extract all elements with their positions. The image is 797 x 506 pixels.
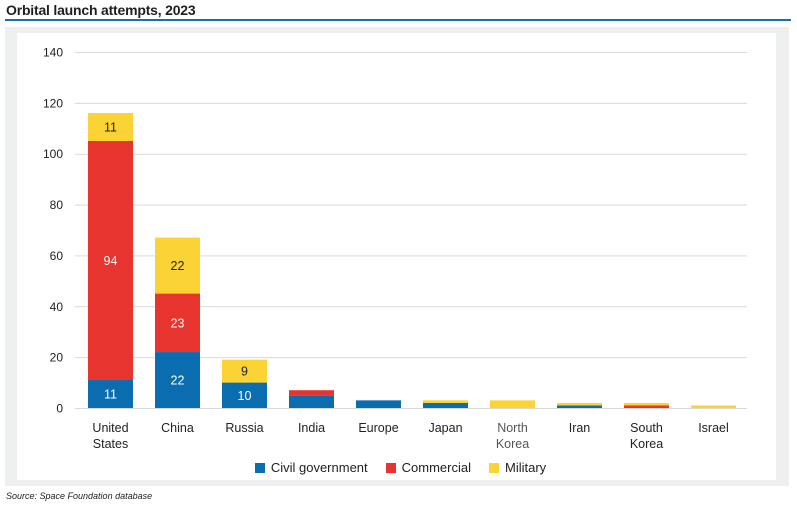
y-tick-label: 80 — [50, 198, 64, 212]
bar-segment — [155, 352, 200, 408]
legend: Civil government Commercial Military — [0, 460, 797, 475]
y-tick-label: 40 — [50, 300, 64, 314]
bar-segment — [222, 382, 267, 408]
bar-segment — [88, 380, 133, 408]
bar-segment — [155, 237, 200, 294]
legend-item-commercial: Commercial — [385, 460, 471, 475]
legend-swatch-civil — [254, 462, 265, 473]
bar-segment — [423, 402, 468, 408]
bar-segment — [624, 405, 669, 408]
x-tick-label: Israel — [698, 421, 729, 435]
x-tick-label: North — [497, 421, 528, 435]
bar-segment — [557, 402, 602, 406]
bar-segment — [691, 405, 736, 408]
y-tick-label: 140 — [43, 46, 63, 60]
bars — [88, 113, 736, 408]
legend-item-military: Military — [489, 460, 546, 475]
data-label: 9 — [241, 365, 248, 379]
legend-swatch-commercial — [385, 462, 396, 473]
legend-label: Military — [505, 460, 547, 475]
bar-segment — [88, 113, 133, 141]
legend-label: Commercial — [401, 460, 471, 475]
bar-segment — [289, 395, 334, 408]
data-label: 94 — [104, 254, 118, 268]
y-tick-label: 60 — [50, 249, 64, 263]
source-note: Source: Space Foundation database — [6, 491, 153, 501]
title-rule — [5, 19, 791, 21]
x-tick-label: Japan — [428, 421, 462, 435]
data-label: 11 — [104, 388, 117, 402]
x-tick-label: States — [93, 437, 128, 451]
bar-segment — [289, 390, 334, 396]
x-tick-label: India — [298, 421, 325, 435]
data-label: 23 — [171, 316, 185, 330]
x-tick-label: Iran — [569, 421, 591, 435]
bar-segment — [624, 402, 669, 406]
legend-swatch-military — [489, 462, 499, 473]
x-tick-label: South — [630, 421, 663, 435]
y-tick-label: 0 — [56, 402, 63, 416]
data-labels: 11 94 11 22 23 22 10 9 — [104, 121, 252, 403]
legend-item-civil-government: Civil government — [254, 460, 368, 475]
data-label: 22 — [171, 374, 185, 388]
bar-segment — [423, 400, 468, 403]
data-label: 10 — [238, 389, 252, 403]
bar-segment — [490, 400, 535, 408]
x-tick-label: China — [161, 421, 194, 435]
x-tick-label: Europe — [358, 421, 398, 435]
x-tick-label: Korea — [630, 437, 663, 451]
bar-segment — [557, 405, 602, 408]
chart-title: Orbital launch attempts, 2023 — [6, 2, 196, 18]
data-label: 22 — [171, 259, 185, 273]
y-tick-label: 100 — [43, 147, 63, 161]
bar-segment — [88, 141, 133, 381]
bar-segment — [356, 400, 401, 408]
x-axis-ticks: United States China Russia India Europe Japan N… — [92, 421, 728, 451]
y-tick-label: 120 — [43, 96, 63, 110]
x-tick-label: Russia — [225, 421, 263, 435]
x-tick-label: United — [92, 421, 128, 435]
y-axis-ticks: 0 20 40 60 80 100 120 140 — [43, 46, 63, 416]
bar-segment — [222, 359, 267, 383]
bar-segment — [155, 293, 200, 353]
data-label: 11 — [104, 121, 117, 135]
legend-label: Civil government — [270, 460, 368, 475]
x-tick-label: Korea — [496, 437, 529, 451]
y-tick-label: 20 — [50, 351, 64, 365]
